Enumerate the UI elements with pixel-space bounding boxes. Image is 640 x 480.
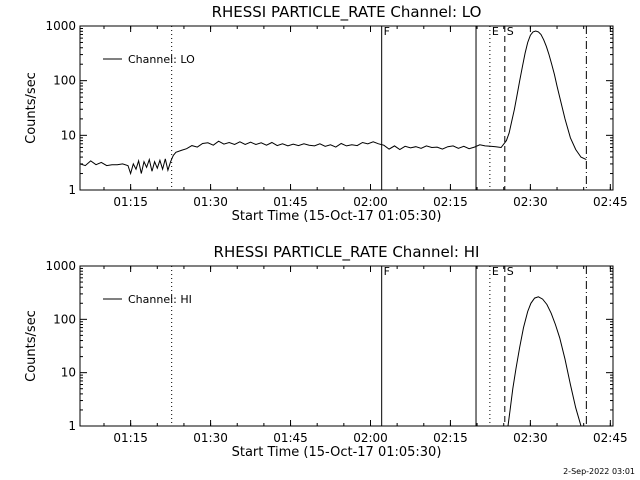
event-marker-label: F: [384, 265, 390, 278]
legend-label: Channel: LO: [128, 53, 195, 66]
x-tick-label: 01:30: [193, 431, 228, 445]
panel-lo: RHESSI PARTICLE_RATE Channel: LO 01:15 01:…: [24, 3, 628, 224]
y-axis-label: Counts/sec: [24, 72, 39, 144]
x-tick-label: 01:45: [273, 431, 308, 445]
y-tick-label: 1000: [45, 259, 76, 273]
timestamp: 2-Sep-2022 03:01: [563, 467, 635, 476]
x-tick-label: 01:15: [113, 195, 148, 209]
event-marker-label: S: [507, 25, 514, 38]
y-tick-label: 10: [61, 128, 76, 142]
y-tick-label: 100: [53, 312, 76, 326]
panel-hi: RHESSI PARTICLE_RATE Channel: HI 01:15 01:…: [24, 243, 628, 460]
x-tick-label: 01:15: [113, 431, 148, 445]
event-marker-label: E: [492, 25, 499, 38]
y-axis-label: Counts/sec: [24, 310, 39, 382]
x-tick-label: 01:30: [193, 195, 228, 209]
event-marker-label: E: [492, 265, 499, 278]
legend-label: Channel: HI: [128, 293, 192, 306]
x-tick-label: 02:45: [593, 195, 628, 209]
x-tick-label: 01:45: [273, 195, 308, 209]
y-tick-label: 1: [68, 183, 76, 197]
x-tick-label: 02:15: [433, 431, 468, 445]
x-tick-label: 02:45: [593, 431, 628, 445]
y-tick-label: 1000: [45, 19, 76, 33]
chart-title: RHESSI PARTICLE_RATE Channel: HI: [214, 243, 480, 262]
series-line: [80, 30, 587, 176]
x-tick-label: 02:30: [513, 195, 548, 209]
x-tick-label: 02:30: [513, 431, 548, 445]
x-tick-label: 02:00: [353, 431, 388, 445]
x-tick-label: 02:00: [353, 195, 388, 209]
series-line: [507, 296, 582, 426]
y-tick-label: 10: [61, 366, 76, 380]
x-tick-label: 02:15: [433, 195, 468, 209]
chart-title: RHESSI PARTICLE_RATE Channel: LO: [212, 3, 482, 22]
x-axis-label: Start Time (15-Oct-17 01:05:30): [232, 209, 442, 224]
plot-frame: [79, 25, 614, 191]
x-axis-label: Start Time (15-Oct-17 01:05:30): [232, 445, 442, 460]
event-marker-label: S: [507, 265, 514, 278]
y-tick-label: 1: [68, 419, 76, 433]
event-marker-label: F: [384, 25, 390, 38]
y-tick-label: 100: [53, 74, 76, 88]
plot-frame: [79, 265, 614, 427]
